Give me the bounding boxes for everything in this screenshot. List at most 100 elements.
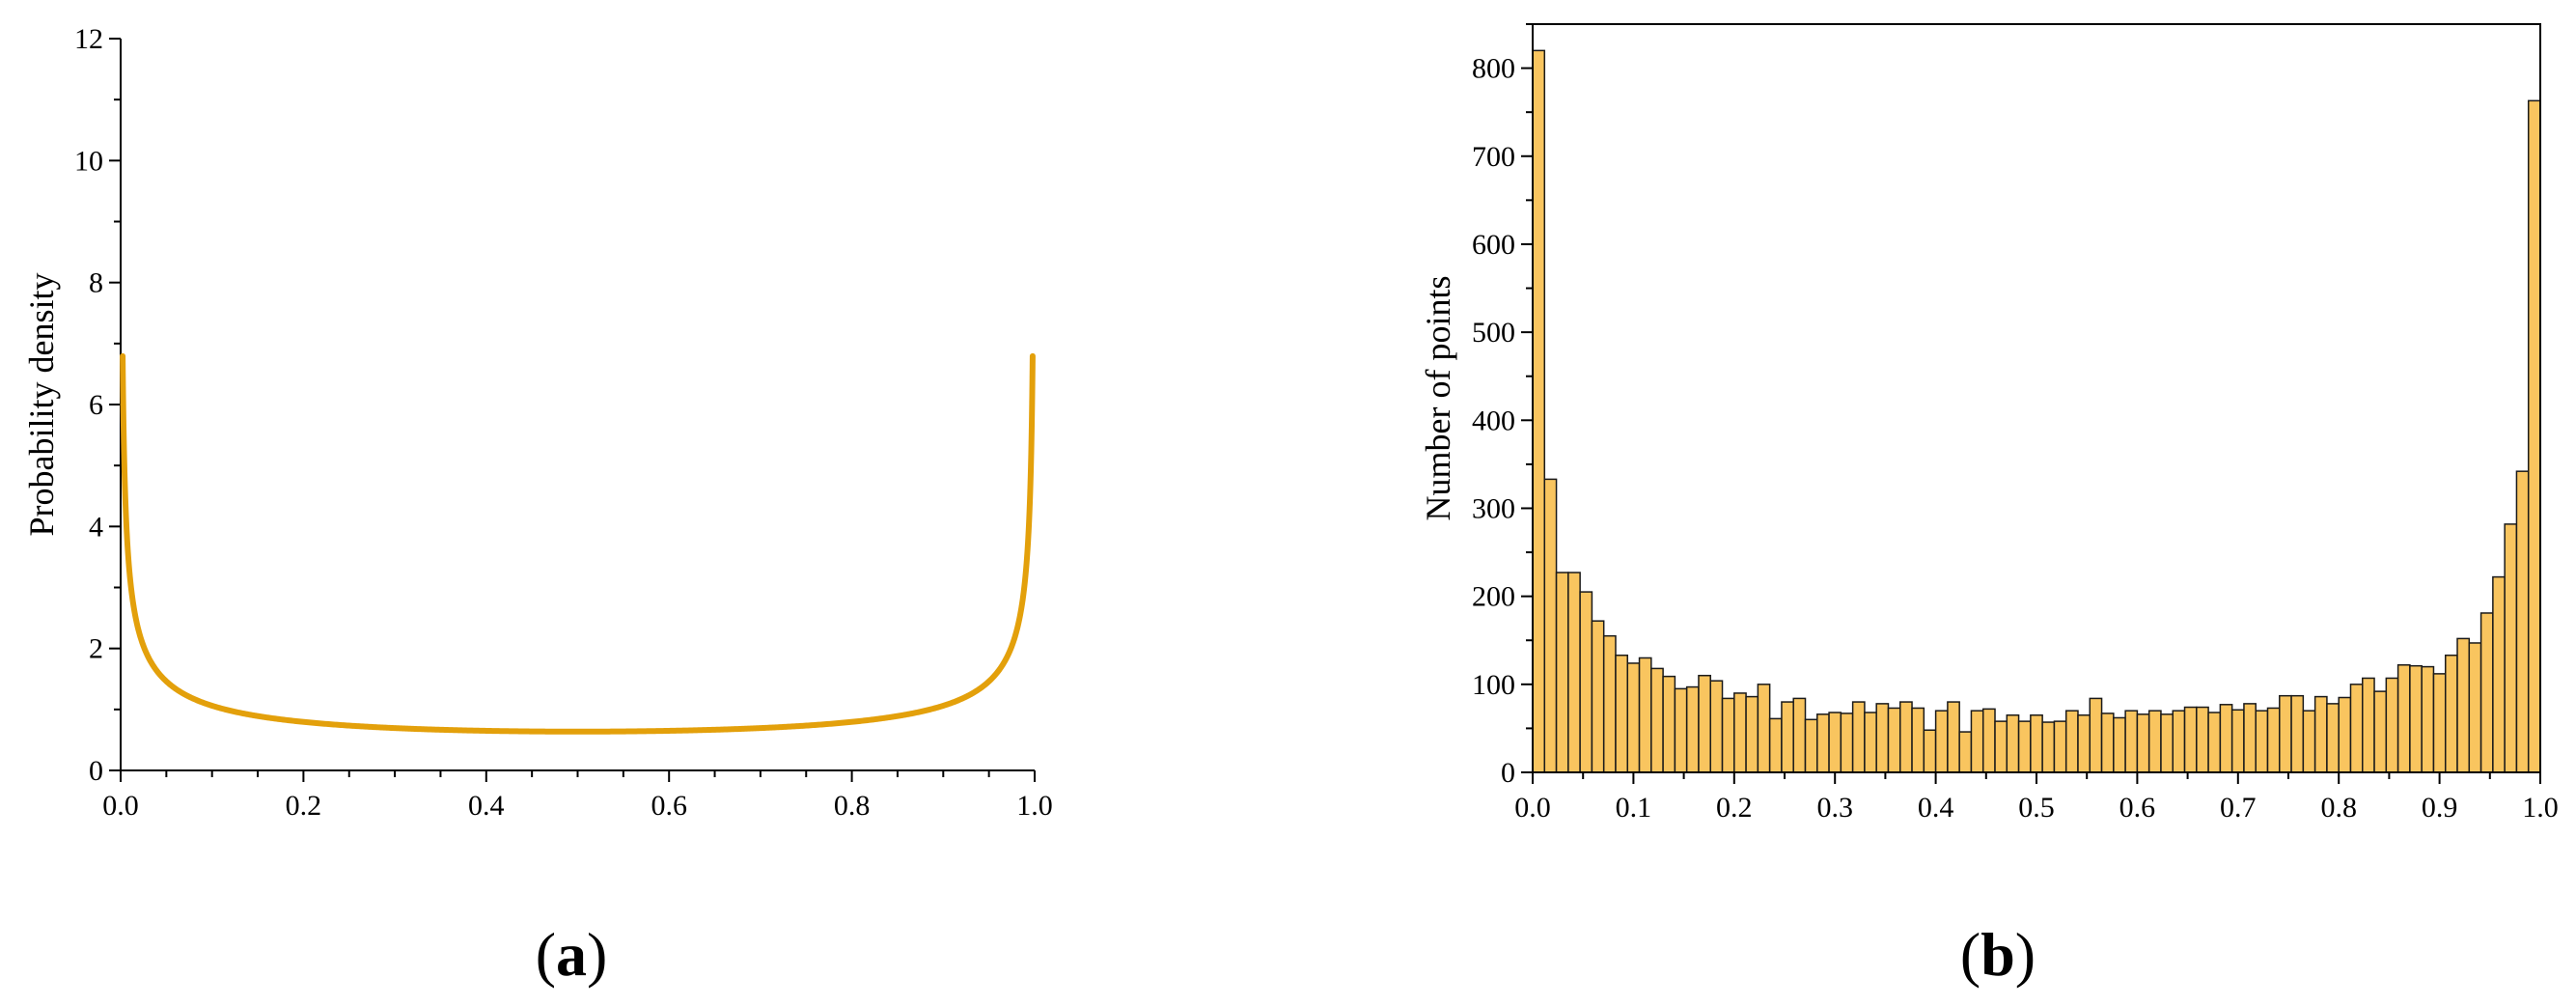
panel-b-histogram-bar [2338, 696, 2352, 773]
panel-b-histogram-bar [2409, 664, 2423, 773]
panel-b-histogram-bar [2385, 677, 2399, 773]
panel-b-histogram-bar [1994, 720, 2008, 773]
panel-b-histogram-bar [1911, 707, 1925, 773]
panel-b-histogram-bar [2077, 713, 2091, 773]
panel-b-histogram-bar [1792, 697, 1807, 773]
panel-a-density-curve [120, 352, 1036, 735]
panel-b-y-tick-label: 200 [1472, 581, 1515, 613]
panel-a-y-tick-label: 12 [74, 23, 103, 55]
panel-b-histogram-bar [1804, 718, 1818, 773]
panel-b-histogram-bar [1899, 701, 1913, 773]
panel-b-histogram-bar [1674, 687, 1688, 773]
panel-a-label: (a) [536, 920, 608, 989]
panel-b-histogram-bar [2326, 703, 2340, 773]
panel-a-y-tick-label: 6 [89, 389, 103, 421]
panel-b-histogram-bar [2160, 713, 2174, 773]
panel-b-histogram-bar [2230, 709, 2245, 773]
panel-b-x-tick-label: 0.3 [1816, 792, 1853, 824]
panel-b-histogram-bar [2432, 673, 2447, 773]
panel-b-histogram-bar [2243, 703, 2257, 773]
panel-b-y-tick-label: 500 [1472, 317, 1515, 349]
panel-b-histogram-bar [1543, 478, 1558, 773]
panel-b-y-axis-title: Number of points [1419, 276, 1457, 521]
panel-b-histogram-bar [2136, 713, 2150, 773]
panel-b-histogram-bar [2302, 710, 2316, 773]
panel-b-histogram-bar [2396, 664, 2411, 773]
panel-b-histogram-bar [1864, 712, 1877, 773]
panel-b-histogram-bar [1591, 620, 1605, 773]
panel-b-x-axis-ticks: 0.0 0.1 0.2 0.3 0.4 0.5 0.6 0.7 0.8 0.9 1.0 [1514, 772, 2559, 824]
panel-b-label-close: ) [2015, 920, 2036, 989]
panel-b-histogram-bar [2349, 684, 2364, 773]
panel-b-histogram-bar [1816, 713, 1830, 773]
panel-b-plot-frame [1532, 23, 2541, 773]
panel-b-histogram-bar [1828, 712, 1842, 773]
panel-b-histogram-bar [1970, 710, 1984, 773]
panel-b-histogram-bar [2219, 704, 2233, 773]
panel-b-histogram-bar [1887, 707, 1901, 773]
panel-b-histogram-bar [2313, 695, 2328, 773]
panel-a-y-tick-label: 4 [89, 511, 103, 543]
panel-b-y-axis-ticks: 0 100 200 300 400 500 600 700 800 [1472, 23, 1533, 789]
panel-b-histogram-bar [2196, 706, 2209, 773]
panel-b-histogram-bar [1745, 695, 1759, 773]
panel-b-histogram-bar [1851, 701, 1866, 773]
panel-b-histogram-bar [1615, 654, 1629, 773]
panel-b-y-tick-label: 0 [1501, 757, 1515, 789]
panel-a-label-open: ( [536, 920, 556, 989]
panel-a-x-tick-label: 0.8 [834, 790, 871, 822]
panel-a-y-tick-label: 2 [89, 633, 103, 665]
panel-b-histogram-bar [2279, 694, 2292, 773]
panel-b-label-open: ( [1960, 920, 1980, 989]
panel-b-histogram-bar [1934, 710, 1949, 773]
panel-a-y-tick-label: 10 [74, 145, 103, 177]
panel-b-x-tick-label: 0.1 [1616, 792, 1652, 824]
panel-b-histogram-bar [2017, 720, 2032, 773]
panel-b-histogram-bar [1721, 697, 1735, 773]
panel-b-histogram-bar [2089, 697, 2103, 773]
panel-a-y-axis-title: Probability density [22, 273, 61, 537]
panel-a-line-chart: 0 2 4 6 8 10 12 0.0 0.2 0.4 0.6 0.8 1.0 Probability… [22, 23, 1053, 989]
panel-b-histogram-bar [2362, 677, 2375, 773]
panel-b-histogram-bar [1947, 701, 1960, 773]
panel-b-histogram-bar [2183, 706, 2198, 773]
panel-b-x-tick-label: 0.4 [1918, 792, 1954, 824]
panel-b-histogram-bar [2147, 710, 2162, 773]
panel-b-histogram-bar [2053, 720, 2067, 773]
panel-b-histogram-bar [1650, 667, 1664, 773]
panel-a-x-tick-label: 1.0 [1016, 790, 1053, 822]
panel-b-histogram-bar [2041, 721, 2056, 773]
panel-b-y-tick-label: 100 [1472, 669, 1515, 701]
panel-a-x-tick-label: 0.0 [102, 790, 139, 822]
panel-b-histogram-bar [2124, 710, 2139, 773]
panel-b-x-tick-label: 0.2 [1716, 792, 1753, 824]
panel-b-histogram-bar [2207, 712, 2222, 773]
panel-b-histogram-bar [1958, 731, 1973, 773]
panel-b-y-tick-label: 400 [1472, 405, 1515, 436]
panel-b-histogram-bar [2527, 99, 2541, 773]
panel-b-histogram-bar [1875, 703, 1890, 773]
panel-b-label: (b) [1960, 920, 2036, 989]
panel-b-histogram-bar [1555, 572, 1569, 773]
panel-b-label-letter: b [1980, 920, 2015, 989]
panel-b-histogram-bar [2421, 665, 2435, 773]
panel-b-histogram-bar [1638, 657, 1652, 773]
panel-b-x-tick-label: 0.7 [2220, 792, 2257, 824]
panel-b-histogram-bar [2255, 710, 2269, 773]
panel-b-histogram-bar [2290, 694, 2305, 773]
panel-b-histogram-bar [1698, 674, 1711, 773]
panel-b-histogram-bar [2006, 713, 2020, 773]
panel-b-histogram-bar [1602, 634, 1617, 773]
panel-b-histogram-bar [2492, 575, 2506, 773]
panel-b-histogram-bar [2113, 716, 2126, 773]
panel-b-y-tick-label: 800 [1472, 53, 1515, 85]
panel-b-histogram-bar [1662, 675, 1676, 773]
panel-b-histogram-bar [2064, 710, 2079, 773]
panel-b-histogram-bar [2172, 710, 2186, 773]
panel-b-histogram-bar [2504, 523, 2518, 773]
panel-a-y-axis-ticks: 0 2 4 6 8 10 12 [74, 23, 121, 787]
panel-b-y-tick-label: 700 [1472, 141, 1515, 173]
panel-b-x-tick-label: 0.8 [2320, 792, 2357, 824]
panel-b-histogram-bar [1981, 708, 1996, 773]
